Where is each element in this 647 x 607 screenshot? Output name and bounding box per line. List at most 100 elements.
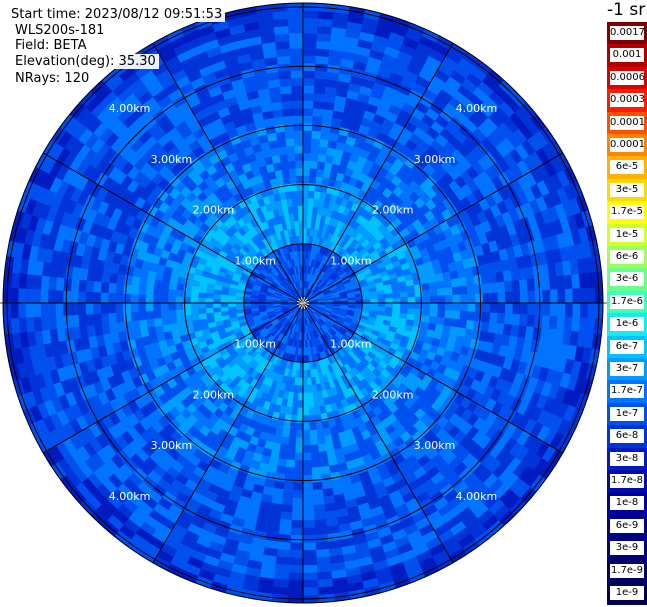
range-gate-cell: [302, 77, 316, 87]
range-gate-cell: [311, 138, 321, 147]
range-gate-cell: [294, 445, 304, 454]
range-gate-cell: [197, 297, 206, 304]
range-gate-cell: [92, 302, 101, 315]
range-gate-cell: [175, 315, 185, 324]
range-gate-cell: [542, 289, 551, 304]
range-gate-cell: [123, 320, 133, 332]
range-gate-cell: [302, 505, 315, 514]
range-gate-cell: [284, 466, 295, 476]
range-gate-cell: [466, 284, 476, 295]
range-gate-cell: [276, 138, 288, 148]
range-gate-cell: [18, 272, 28, 289]
range-gate-cell: [288, 429, 297, 439]
range-gate-cell: [474, 311, 483, 323]
range-gate-cell: [316, 563, 332, 573]
range-gate-cell: [519, 291, 529, 304]
range-gate-cell: [137, 293, 146, 304]
start-time: Start time: 2023/08/12 09:51:53: [8, 7, 226, 22]
range-gate-cell: [287, 579, 304, 589]
range-gate-cell: [294, 137, 304, 146]
range-gate-cell: [465, 275, 475, 287]
range-gate-cell: [291, 190, 298, 199]
range-gate-cell: [280, 93, 294, 102]
colorbar-label: 1e-9: [610, 586, 644, 600]
range-gate-cell: [481, 312, 491, 324]
range-gate-cell: [167, 309, 177, 318]
range-gate-cell: [489, 282, 498, 294]
range-gate-cell: [280, 504, 293, 513]
range-ring-label: 2.00km: [372, 388, 414, 401]
range-gate-cell: [377, 298, 386, 304]
range-gate-cell: [205, 297, 214, 304]
range-gate-cell: [220, 306, 229, 312]
range-gate-cell: [298, 212, 304, 221]
colorbar-label: 3e-6: [610, 272, 644, 287]
range-gate-cell: [77, 302, 87, 315]
range-gate-cell: [421, 282, 431, 291]
range-gate-cell: [302, 100, 315, 109]
range-gate-cell: [311, 123, 323, 132]
range-gate-cell: [293, 475, 304, 484]
range-gate-cell: [294, 452, 304, 461]
range-gate-cell: [308, 422, 317, 431]
range-gate-cell: [320, 473, 332, 483]
range-gate-cell: [288, 549, 304, 559]
range-gate-cell: [302, 445, 312, 454]
range-gate-cell: [587, 302, 596, 320]
range-gate-cell: [302, 40, 318, 49]
range-gate-cell: [273, 25, 290, 35]
range-gate-cell: [302, 190, 310, 199]
range-gate-cell: [385, 302, 394, 309]
range-ring-label: 4.00km: [109, 102, 151, 115]
range-gate-cell: [579, 302, 589, 319]
range-ring-label: 1.00km: [330, 338, 372, 351]
range-gate-cell: [115, 311, 125, 323]
range-gate-cell: [313, 511, 326, 521]
range-gate-cell: [122, 302, 131, 313]
range-gate-cell: [526, 278, 536, 292]
range-gate-cell: [526, 314, 536, 328]
range-gate-cell: [197, 307, 207, 315]
range-gate-cell: [302, 137, 313, 146]
range-gate-cell: [481, 283, 491, 295]
range-gate-cell: [288, 32, 304, 42]
range-gate-cell: [549, 302, 559, 318]
range-gate-cell: [302, 32, 318, 42]
range-gate-cell: [302, 422, 310, 431]
range-gate-cell: [314, 526, 328, 536]
range-gate-cell: [281, 496, 294, 506]
range-gate-cell: [197, 302, 206, 309]
range-gate-cell: [312, 489, 324, 498]
range-gate-cell: [308, 407, 315, 416]
range-gate-cell: [587, 287, 596, 304]
range-gate-cell: [430, 302, 439, 311]
range-gate-cell: [293, 460, 304, 469]
colorbar-label: 6e-9: [610, 518, 644, 533]
range-gate-cell: [490, 292, 499, 304]
range-gate-cell: [167, 302, 176, 311]
range-gate-cell: [292, 100, 304, 109]
range-gate-cell: [302, 460, 312, 469]
beta-field-sectors: [2, 2, 604, 604]
range-gate-cell: [175, 308, 184, 317]
range-gate-cell: [445, 294, 454, 304]
colorbar-label: 6e-6: [610, 250, 644, 264]
range-gate-cell: [190, 308, 199, 315]
instrument-name: WLS200s-181: [12, 23, 108, 38]
range-ring-label: 4.00km: [109, 490, 151, 503]
range-gate-cell: [549, 289, 559, 304]
range-gate-cell: [316, 40, 332, 50]
range-gate-cell: [288, 25, 304, 34]
range-gate-cell: [40, 315, 50, 331]
range-gate-cell: [285, 137, 296, 147]
range-gate-cell: [160, 287, 169, 297]
range-gate-cell: [292, 482, 304, 491]
range-ring-label: 1.00km: [234, 254, 276, 267]
range-gate-cell: [586, 317, 596, 335]
range-gate-cell: [123, 283, 132, 295]
range-gate-cell: [33, 316, 43, 332]
colorbar-label: 0.0001: [610, 138, 645, 152]
field-name: Field: BETA: [12, 38, 90, 53]
range-gate-cell: [297, 392, 304, 401]
range-gate-cell: [293, 130, 304, 139]
